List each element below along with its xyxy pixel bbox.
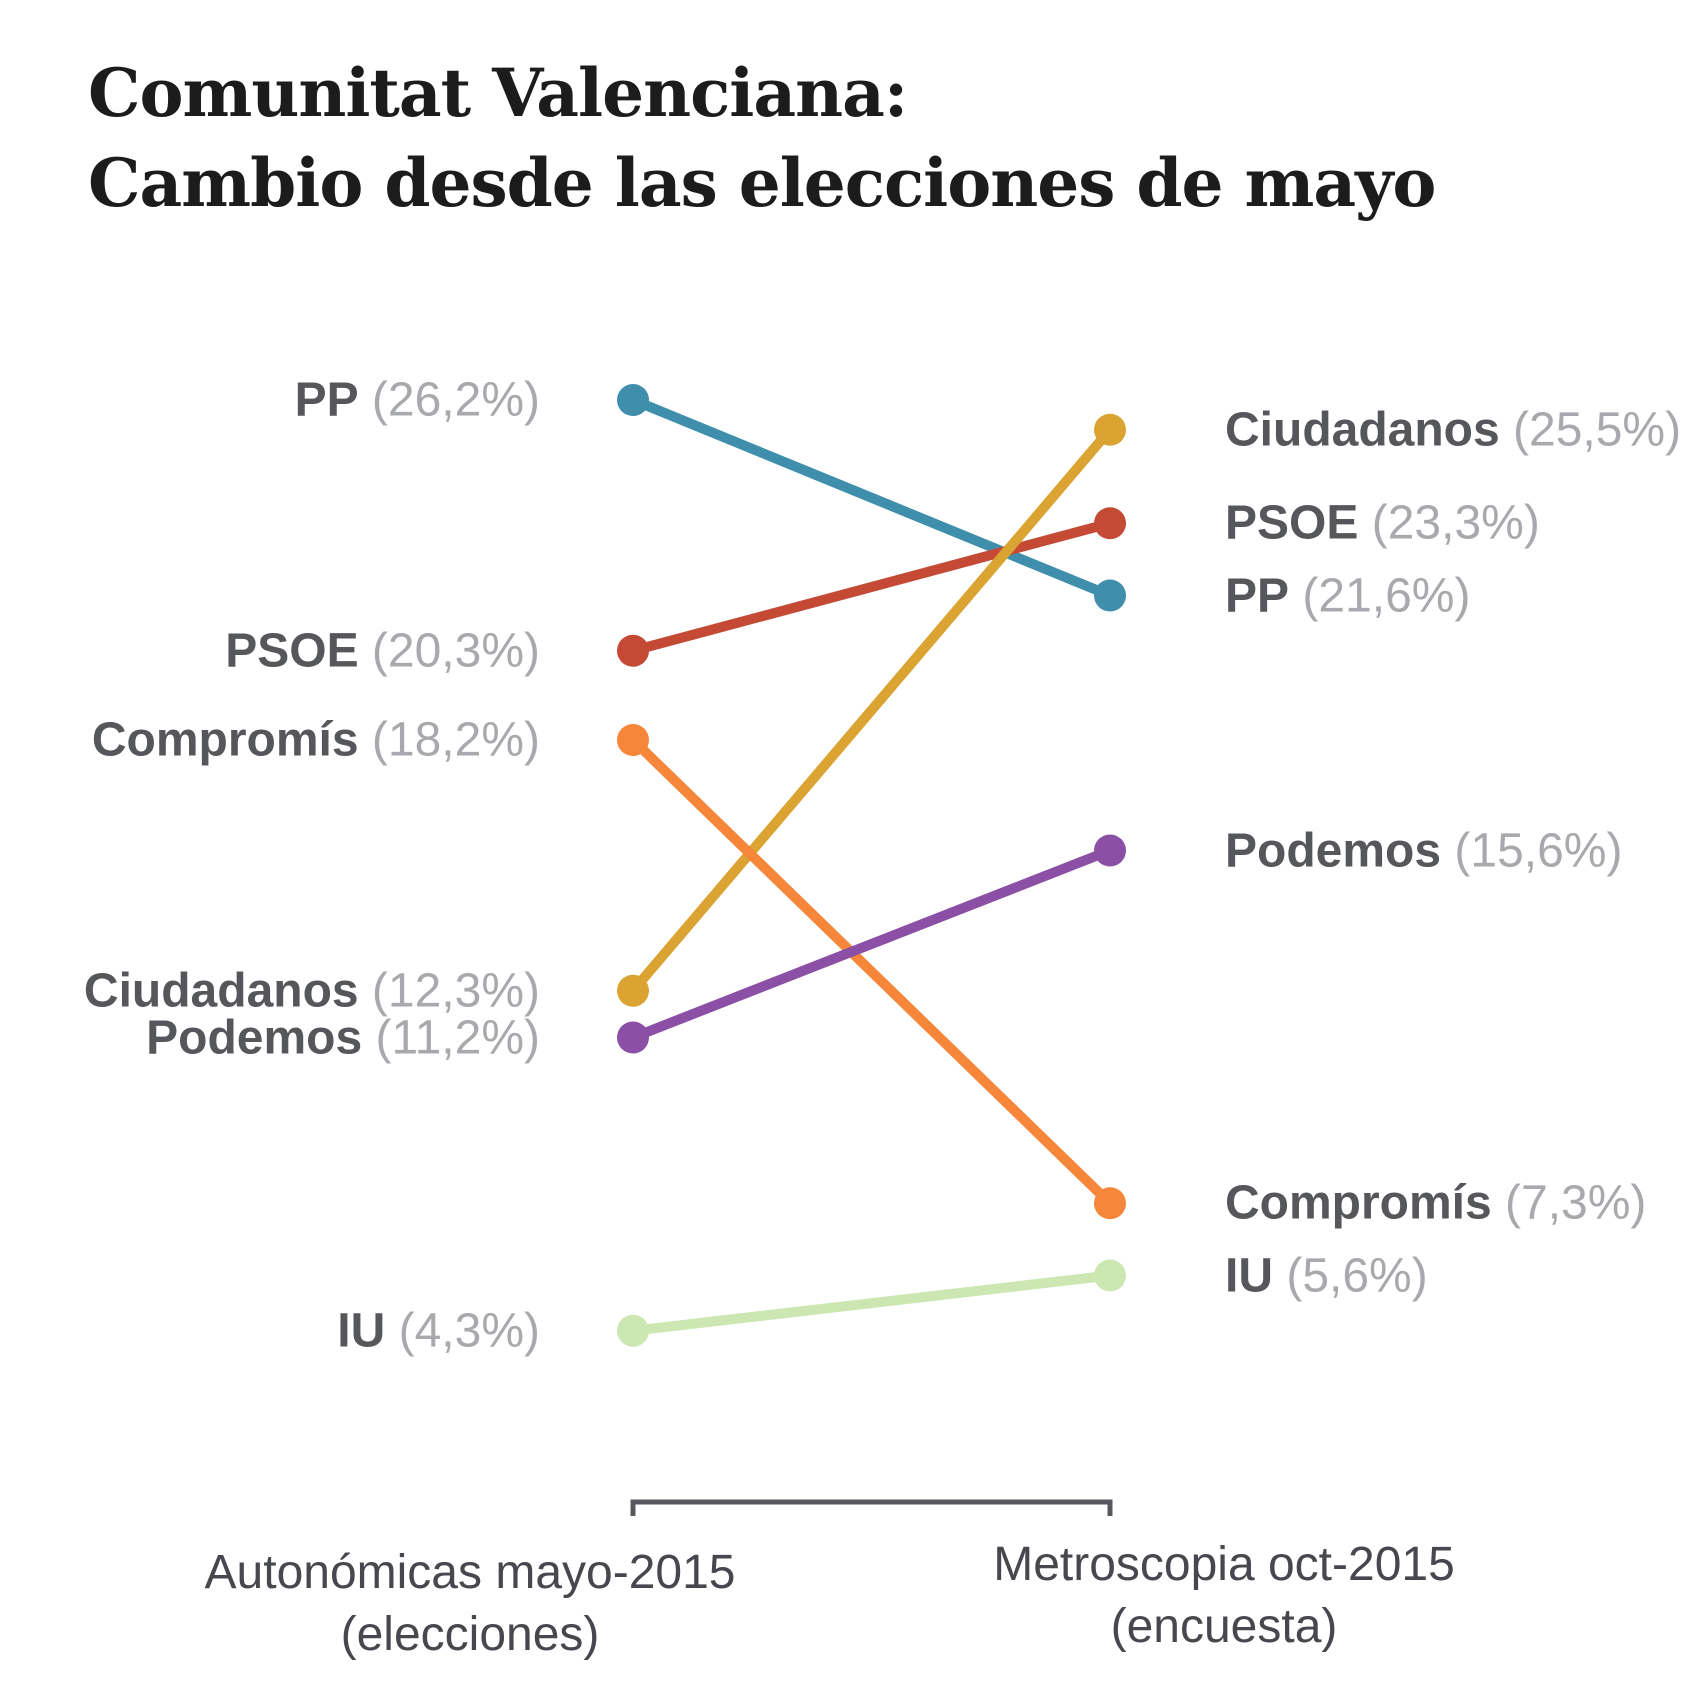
dot-left-PSOE (617, 634, 649, 667)
left-label-percentage: (11,2%) (362, 1011, 540, 1064)
dot-left-PP (617, 384, 649, 416)
dot-left-Podemos (617, 1021, 649, 1054)
right-label-Ciudadanos: Ciudadanos (25,5%) (1225, 402, 1681, 457)
dot-right-Ciudadanos (1094, 413, 1126, 446)
left-label-percentage: (12,3%) (358, 964, 540, 1018)
right-label-IU: IU (5,6%) (1225, 1248, 1428, 1303)
axis-label-left-line1: Autonómicas mayo-2015 (204, 1546, 736, 1599)
dot-right-Podemos (1094, 834, 1126, 867)
dot-right-PSOE (1094, 507, 1126, 540)
dot-left-Compromís (617, 724, 649, 756)
axis-label-right-line1: Metroscopia oct-2015 (993, 1538, 1455, 1591)
right-label-party-name: Compromís (1225, 1176, 1492, 1230)
right-label-percentage: (23,3%) (1358, 496, 1540, 550)
series-Compromís (617, 724, 1126, 1220)
left-label-percentage: (4,3%) (385, 1304, 540, 1358)
series-PP (617, 384, 1126, 612)
right-label-party-name: Ciudadanos (1225, 403, 1500, 457)
series-Podemos (617, 834, 1126, 1054)
dot-left-IU (617, 1314, 649, 1347)
left-label-Podemos: Podemos (11,2%) (146, 1010, 540, 1065)
axis-label-right-line2: (encuesta) (1110, 1600, 1338, 1653)
dot-right-Compromís (1094, 1187, 1126, 1220)
line-Compromís (629, 736, 1114, 1207)
right-label-party-name: PP (1225, 569, 1290, 622)
left-label-party-name: IU (337, 1304, 386, 1358)
axis-label-left-column: Autonómicas mayo-2015 (elecciones) (110, 1542, 830, 1666)
right-label-party-name: IU (1225, 1249, 1273, 1302)
right-label-percentage: (5,6%) (1273, 1249, 1428, 1302)
right-label-party-name: PSOE (1225, 496, 1359, 550)
left-label-party-name: Ciudadanos (83, 964, 359, 1018)
left-label-party-name: Compromís (91, 713, 359, 767)
right-label-percentage: (21,6%) (1289, 569, 1471, 622)
chart-title-line2: Cambio desde las elecciones de mayo (88, 144, 1436, 222)
right-label-Compromís: Compromís (7,3%) (1225, 1176, 1646, 1231)
dot-left-Ciudadanos (617, 974, 649, 1007)
line-PP (631, 395, 1112, 601)
right-label-PP: PP (21,6%) (1225, 568, 1470, 623)
right-label-PSOE: PSOE (23,3%) (1225, 496, 1540, 551)
axis-bracket (630, 1499, 1113, 1516)
line-Podemos (631, 845, 1112, 1043)
left-label-IU: IU (4,3%) (337, 1303, 540, 1358)
right-label-percentage: (25,5%) (1499, 403, 1682, 457)
line-Ciudadanos (629, 426, 1114, 994)
series-IU (617, 1259, 1126, 1347)
series-Ciudadanos (617, 413, 1126, 1007)
left-label-party-name: Podemos (146, 1011, 363, 1064)
series-PSOE (617, 507, 1126, 667)
right-label-Podemos: Podemos (15,6%) (1225, 823, 1622, 878)
left-label-percentage: (20,3%) (358, 624, 540, 678)
dot-right-IU (1094, 1259, 1126, 1292)
left-label-percentage: (26,2%) (358, 373, 540, 427)
right-label-percentage: (7,3%) (1491, 1176, 1647, 1230)
left-label-party-name: PP (294, 373, 359, 427)
right-label-percentage: (15,6%) (1441, 824, 1623, 877)
left-label-PSOE: PSOE (20,3%) (225, 623, 540, 678)
left-label-Compromís: Compromís (18,2%) (92, 713, 540, 768)
chart-title: Comunitat Valenciana: Cambio desde las e… (88, 48, 1436, 228)
left-label-percentage: (18,2%) (358, 713, 540, 767)
chart-title-line1: Comunitat Valenciana: (88, 54, 908, 132)
line-PSOE (631, 518, 1112, 656)
left-label-PP: PP (26,2%) (295, 373, 540, 428)
axis-label-right-column: Metroscopia oct-2015 (encuesta) (864, 1534, 1584, 1658)
line-IU (632, 1270, 1111, 1336)
dot-right-PP (1094, 579, 1126, 612)
right-label-party-name: Podemos (1225, 824, 1442, 877)
axis-label-left-line2: (elecciones) (340, 1608, 600, 1661)
left-label-party-name: PSOE (225, 624, 359, 678)
left-label-Ciudadanos: Ciudadanos (12,3%) (84, 963, 540, 1018)
